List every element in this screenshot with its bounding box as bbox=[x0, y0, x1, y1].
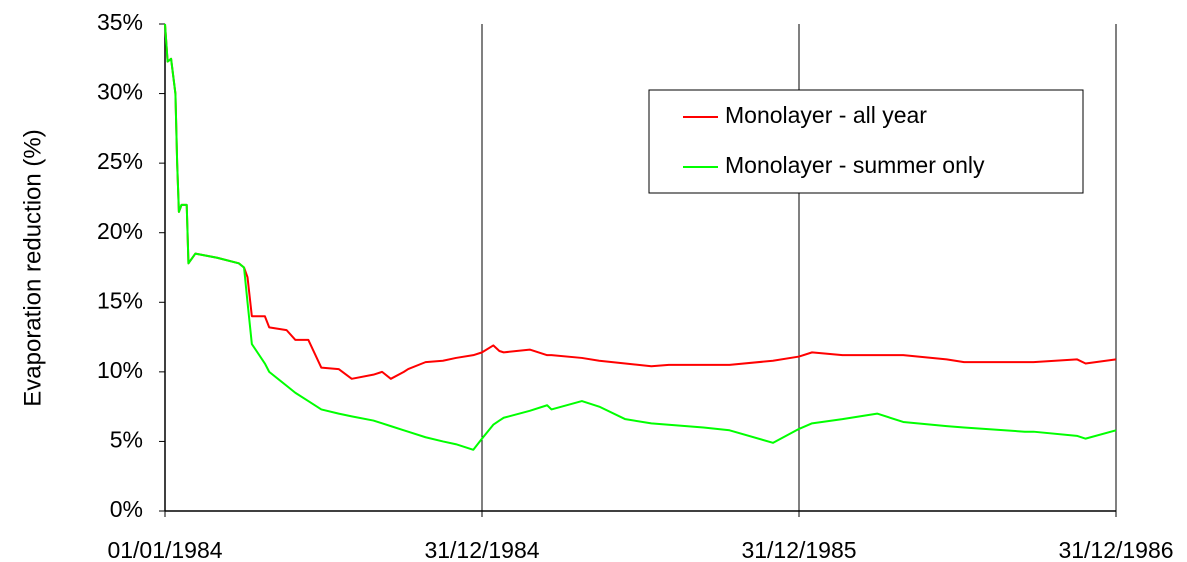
y-tick-label: 20% bbox=[97, 218, 143, 244]
y-tick-label: 5% bbox=[110, 427, 143, 453]
legend-box bbox=[648, 89, 1084, 194]
legend-label: Monolayer - all year bbox=[725, 102, 927, 128]
y-tick-label: 15% bbox=[97, 287, 143, 313]
x-tick-label: 01/01/1984 bbox=[107, 537, 222, 562]
y-tick-label: 10% bbox=[97, 357, 143, 383]
x-tick-label: 31/12/1984 bbox=[424, 537, 539, 562]
x-tick-label: 31/12/1986 bbox=[1058, 537, 1173, 562]
legend-label: Monolayer - summer only bbox=[725, 152, 985, 178]
x-tick-label: 31/12/1985 bbox=[741, 537, 856, 562]
series-line bbox=[164, 23, 1117, 451]
y-tick-label: 25% bbox=[97, 148, 143, 174]
series-line bbox=[164, 23, 1117, 380]
y-axis-label: Evaporation reduction (%) bbox=[19, 129, 46, 406]
y-tick-label: 35% bbox=[97, 9, 143, 35]
y-tick-label: 0% bbox=[110, 496, 143, 522]
y-tick-label: 30% bbox=[97, 79, 143, 105]
